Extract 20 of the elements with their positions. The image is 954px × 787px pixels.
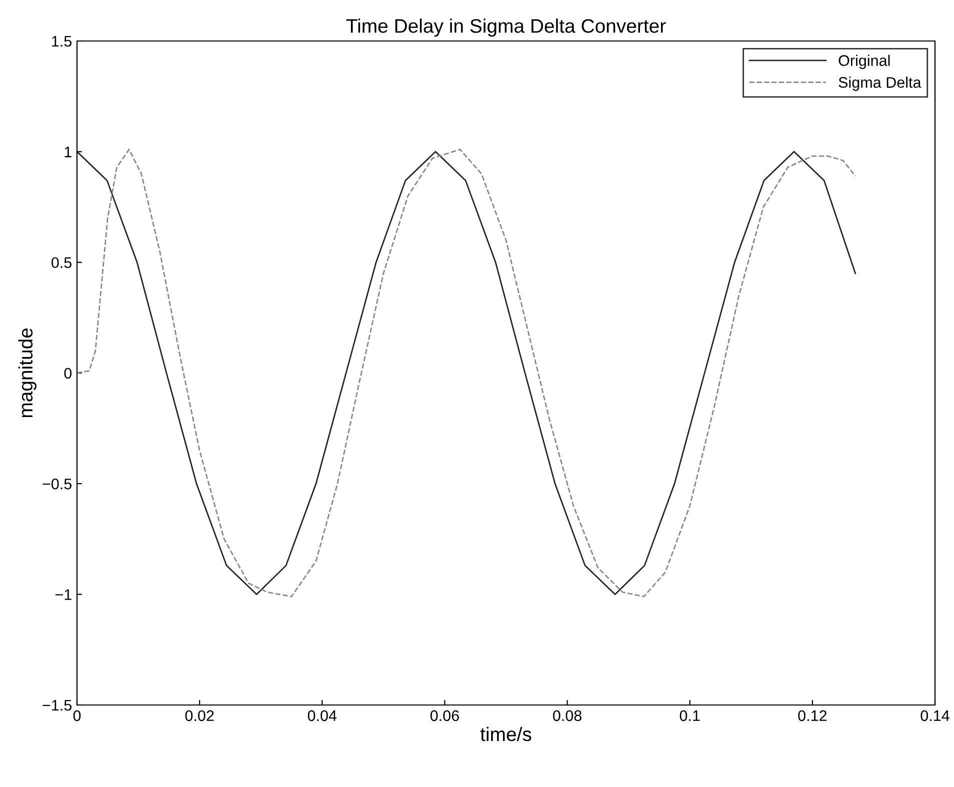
y-tick-label: 1.5 — [52, 36, 72, 47]
x-tick-label: 0.08 — [553, 710, 582, 722]
y-tick-label: −0.5 — [42, 478, 72, 490]
y-tick-label: −1 — [55, 589, 72, 600]
legend-label: Original — [838, 54, 890, 69]
y-tick-label: 0.5 — [52, 257, 72, 268]
x-axis-title: time/s — [480, 726, 532, 742]
y-tick-label: −1.5 — [42, 700, 72, 711]
x-tick-label: 0.06 — [430, 710, 459, 722]
chart-title: Time Delay in Sigma Delta Converter — [346, 18, 666, 37]
y-tick-label: 0 — [64, 368, 72, 379]
y-tick-label: 1 — [64, 146, 72, 158]
x-tick-label: 0.02 — [185, 710, 214, 722]
x-tick-label: 0.12 — [798, 710, 827, 722]
x-tick-label: 0.14 — [920, 710, 950, 722]
x-tick-label: 0 — [73, 710, 81, 722]
x-tick-label: 0.04 — [308, 710, 337, 722]
x-tick-label: 0.1 — [680, 710, 700, 722]
y-axis-title: magnitude — [18, 328, 36, 418]
legend-label: Sigma Delta — [838, 76, 922, 91]
